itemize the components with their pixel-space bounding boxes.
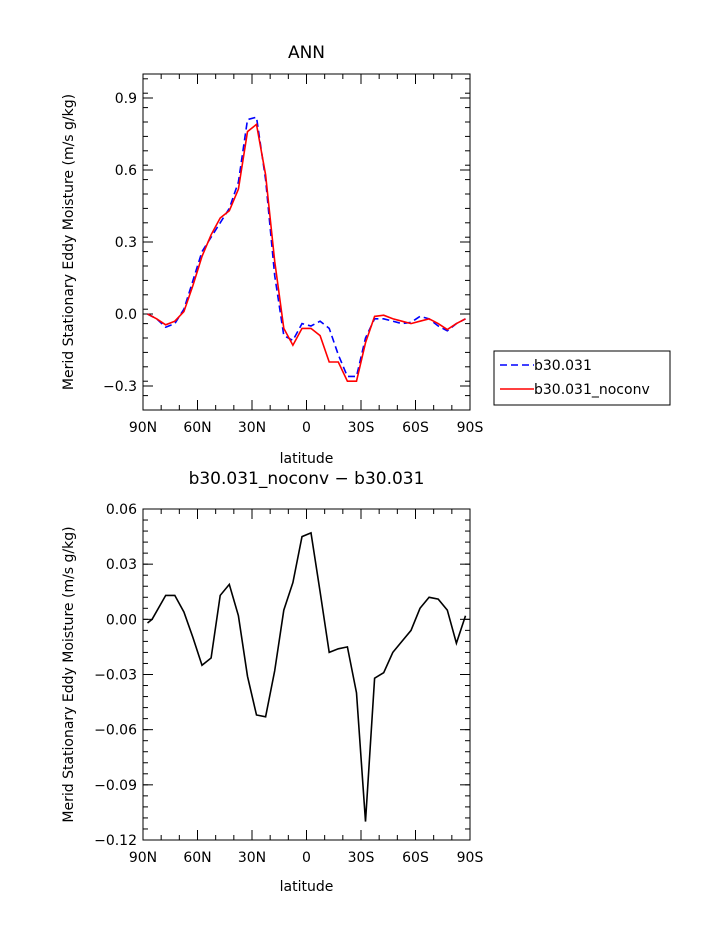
series-line-b30-031: [147, 116, 466, 378]
legend-label-b30-031-noconv: b30.031_noconv: [534, 382, 650, 398]
y-tick-label-0-03: 0.03: [106, 557, 137, 573]
axis-ticks: [142, 74, 471, 411]
x-tick-label-30s: 30S: [348, 420, 375, 436]
x-tick-label-90s: 90S: [457, 420, 484, 436]
chart-title: ANN: [288, 43, 325, 63]
y-tick-label-0-3: 0.3: [115, 235, 137, 251]
legend-label-b30-031: b30.031: [534, 358, 592, 374]
x-tick-label-0: 0: [302, 850, 311, 866]
x-tick-labels: 90N 60N 30N 0 30S 60S 90S: [129, 850, 484, 866]
x-tick-label-90n: 90N: [129, 850, 157, 866]
chart-ann: 90N 60N 30N 0 30S 60S 90S −0.3 0.0 0.3 0.6 0.9 ANN…: [61, 43, 671, 467]
series-lines: [146, 531, 467, 822]
y-tick-label-0-06: 0.06: [106, 502, 137, 518]
plot-frame: [142, 73, 471, 411]
legend-box: [493, 350, 671, 406]
x-tick-label-30n: 30N: [238, 420, 266, 436]
y-tick-label-0-3: −0.3: [103, 379, 137, 395]
y-axis-label: Merid Stationary Eddy Moisture (m/s g/kg…: [61, 94, 77, 390]
series-lines: [147, 116, 466, 383]
x-tick-label-60s: 60S: [402, 850, 429, 866]
y-tick-label-0-9: 0.9: [115, 91, 137, 107]
x-tick-label-60n: 60N: [183, 420, 211, 436]
plot-frame: [142, 508, 471, 841]
y-tick-label-0-03: −0.03: [94, 668, 137, 684]
y-tick-labels: −0.12 −0.09 −0.06 −0.03 0.00 0.03 0.06: [94, 502, 137, 849]
x-tick-labels: 90N 60N 30N 0 30S 60S 90S: [129, 420, 484, 436]
chart-title: b30.031_noconv − b30.031: [189, 469, 425, 489]
x-tick-label-0: 0: [302, 420, 311, 436]
y-tick-label-0-6: 0.6: [115, 163, 137, 179]
x-tick-label-30n: 30N: [238, 850, 266, 866]
y-tick-label-0-09: −0.09: [94, 778, 137, 794]
x-tick-label-90s: 90S: [457, 850, 484, 866]
x-axis-label: latitude: [280, 451, 334, 467]
axis-ticks: [142, 508, 471, 841]
y-tick-label-0-12: −0.12: [94, 833, 137, 849]
x-axis-label: latitude: [280, 879, 334, 895]
x-tick-label-60s: 60S: [402, 420, 429, 436]
y-axis-label: Merid Stationary Eddy Moisture (m/s g/kg…: [61, 526, 77, 822]
y-tick-labels: −0.3 0.0 0.3 0.6 0.9: [103, 91, 137, 395]
y-tick-label-0-00: 0.00: [106, 612, 137, 628]
series-line-b30-031-noconv: [147, 122, 466, 383]
y-tick-label-0-0: 0.0: [115, 307, 137, 323]
chart-difference: 90N 60N 30N 0 30S 60S 90S −0.12 −0.09 −0.06 −0.03…: [61, 469, 483, 895]
x-tick-label-90n: 90N: [129, 420, 157, 436]
x-tick-label-30s: 30S: [348, 850, 375, 866]
y-tick-label-0-06: −0.06: [94, 723, 137, 739]
legend: b30.031 b30.031_noconv: [493, 350, 671, 406]
x-tick-label-60n: 60N: [183, 850, 211, 866]
series-line-difference: [146, 531, 467, 822]
